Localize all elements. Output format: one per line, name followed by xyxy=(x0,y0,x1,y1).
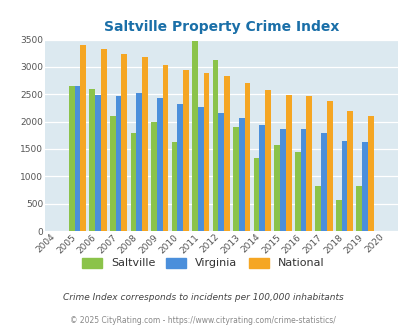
Bar xyxy=(121,54,127,231)
Bar xyxy=(285,95,291,231)
Bar xyxy=(279,129,285,231)
Bar xyxy=(253,158,259,231)
Bar xyxy=(115,96,121,231)
Bar xyxy=(335,200,341,231)
Bar xyxy=(197,107,203,231)
Bar xyxy=(142,56,147,231)
Bar xyxy=(361,143,367,231)
Legend: Saltville, Virginia, National: Saltville, Virginia, National xyxy=(82,258,323,268)
Bar xyxy=(192,41,197,231)
Bar xyxy=(294,152,300,231)
Bar xyxy=(183,70,188,231)
Bar xyxy=(151,122,156,231)
Text: Crime Index corresponds to incidents per 100,000 inhabitants: Crime Index corresponds to incidents per… xyxy=(62,293,343,302)
Bar xyxy=(203,73,209,231)
Bar xyxy=(238,118,244,231)
Bar xyxy=(274,145,279,231)
Bar xyxy=(101,50,107,231)
Bar xyxy=(69,86,75,231)
Bar xyxy=(232,127,238,231)
Bar xyxy=(305,96,311,231)
Bar xyxy=(341,141,347,231)
Bar xyxy=(347,111,352,231)
Bar xyxy=(110,116,115,231)
Bar xyxy=(80,45,86,231)
Text: © 2025 CityRating.com - https://www.cityrating.com/crime-statistics/: © 2025 CityRating.com - https://www.city… xyxy=(70,316,335,325)
Bar xyxy=(130,133,136,231)
Bar xyxy=(212,60,218,231)
Bar xyxy=(95,95,101,231)
Bar xyxy=(218,113,224,231)
Bar xyxy=(326,101,332,231)
Bar xyxy=(367,116,373,231)
Bar xyxy=(156,98,162,231)
Bar xyxy=(320,133,326,231)
Bar xyxy=(89,89,95,231)
Bar xyxy=(315,185,320,231)
Bar xyxy=(264,90,270,231)
Bar xyxy=(224,76,229,231)
Bar xyxy=(244,83,250,231)
Bar xyxy=(177,104,183,231)
Bar xyxy=(136,93,142,231)
Title: Saltville Property Crime Index: Saltville Property Crime Index xyxy=(103,20,338,34)
Bar xyxy=(171,142,177,231)
Bar xyxy=(162,65,168,231)
Bar xyxy=(259,125,264,231)
Bar xyxy=(300,129,305,231)
Bar xyxy=(356,185,361,231)
Bar xyxy=(75,86,80,231)
